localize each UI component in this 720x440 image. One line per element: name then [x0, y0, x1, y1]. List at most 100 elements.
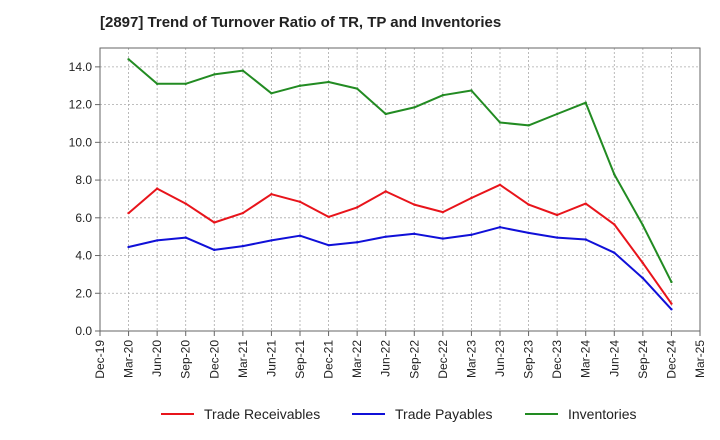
trade-payables-point — [498, 226, 502, 229]
inventories-point — [298, 84, 302, 87]
trade-payables-point — [441, 237, 445, 240]
x-tick-label: Jun-20 — [150, 340, 164, 377]
inventories-point — [384, 112, 387, 116]
x-tick-label: Dec-24 — [664, 340, 678, 379]
x-tick-label: Dec-22 — [436, 340, 450, 379]
x-tick-label: Dec-23 — [550, 340, 564, 379]
inventories-point — [127, 58, 130, 61]
trade-payables-point — [384, 235, 387, 238]
inventories-point — [470, 89, 473, 92]
trade-payables-point — [670, 308, 673, 311]
grid-lines — [100, 48, 700, 331]
plot-area — [99, 47, 701, 332]
y-tick-label: 8.0 — [75, 173, 92, 187]
trade-receivables-point — [213, 221, 216, 224]
x-tick-label: Mar-25 — [693, 340, 707, 378]
trade-payables-point — [213, 248, 216, 252]
trade-receivables-point — [355, 206, 359, 209]
x-tick-label: Mar-24 — [579, 340, 593, 378]
trade-payables-point — [270, 239, 273, 242]
trade-payables-point — [413, 232, 416, 236]
trade-payables-line — [128, 226, 673, 310]
inventories-point — [327, 80, 330, 84]
trade-payables-point — [641, 276, 645, 280]
y-tick-label: 4.0 — [75, 249, 92, 263]
x-tick-label: Dec-20 — [207, 340, 221, 379]
trade-payables-point — [355, 241, 359, 244]
inventories-point — [184, 82, 187, 86]
trade-receivables-point — [413, 203, 416, 206]
chart-title: [2897] Trend of Turnover Ratio of TR, TP… — [100, 14, 502, 31]
trade-receivables-point — [555, 213, 559, 217]
legend-label-trade-receivables: Trade Receivables — [204, 406, 320, 422]
trade-receivables-point — [327, 215, 330, 219]
x-tick-label: Mar-20 — [122, 340, 136, 378]
trade-receivables-point — [270, 193, 273, 196]
inventories-point — [527, 124, 530, 127]
y-tick-label: 14.0 — [69, 60, 93, 74]
legend-label-trade-payables: Trade Payables — [395, 406, 493, 422]
inventories-point — [213, 73, 216, 76]
trade-receivables-point — [527, 203, 530, 206]
x-tick-label: Mar-22 — [350, 340, 364, 378]
trade-receivables-point — [670, 302, 673, 305]
trade-receivables-point — [298, 200, 302, 203]
x-tick-label: Jun-22 — [379, 340, 393, 377]
trade-payables-point — [555, 236, 559, 239]
inventories-point — [613, 173, 616, 176]
trade-receivables-point — [470, 196, 473, 200]
x-tick-label: Mar-21 — [236, 340, 250, 378]
trade-receivables-point — [184, 202, 187, 205]
y-axis: 0.0 2.0 4.0 6.0 8.0 10.0 12.0 14.0 — [69, 60, 100, 338]
y-tick-label: 6.0 — [75, 211, 92, 225]
x-tick-label: Jun-21 — [264, 340, 278, 377]
inventories-line — [127, 58, 673, 283]
x-tick-label: Sep-20 — [179, 340, 193, 379]
trade-receivables-point — [241, 211, 245, 215]
x-tick-label: Sep-21 — [293, 340, 307, 379]
trade-payables-point — [470, 233, 473, 236]
trade-payables-point — [184, 236, 187, 239]
trade-payables-point — [155, 239, 159, 242]
inventories-point — [241, 69, 245, 72]
trade-receivables-point — [641, 261, 645, 265]
inventories-point — [355, 87, 359, 90]
legend: Trade Receivables Trade Payables Inventori… — [161, 406, 636, 422]
trade-receivables-point — [613, 223, 616, 226]
series-lines — [127, 58, 673, 311]
legend-label-inventories: Inventories — [568, 406, 636, 422]
x-tick-label: Sep-24 — [636, 340, 650, 379]
inventories-point — [641, 224, 645, 227]
inventories-point — [498, 121, 502, 124]
trade-receivables-point — [127, 211, 130, 215]
x-tick-label: Jun-24 — [607, 340, 621, 377]
trade-receivables-point — [384, 190, 387, 193]
trade-receivables-point — [498, 183, 502, 186]
trade-receivables-point — [584, 202, 587, 205]
trade-payables-point — [613, 251, 616, 254]
inventories-point — [155, 82, 159, 86]
trade-payables-point — [127, 245, 130, 249]
trade-receivables-line — [127, 183, 673, 305]
x-tick-label: Mar-23 — [464, 340, 478, 378]
x-tick-label: Sep-23 — [522, 340, 536, 379]
trade-payables-point — [584, 238, 587, 241]
trade-payables-point — [327, 243, 330, 247]
inventories-point — [441, 93, 445, 97]
inventories-point — [555, 112, 559, 116]
trade-payables-point — [527, 231, 530, 235]
trade-payables-point — [241, 244, 245, 248]
trade-payables-point — [298, 234, 302, 237]
inventories-point — [670, 280, 673, 284]
inventories-point — [270, 92, 273, 95]
x-tick-label: Dec-21 — [322, 340, 336, 379]
y-tick-label: 12.0 — [69, 98, 93, 112]
trade-receivables-point — [441, 210, 445, 214]
inventories-point — [413, 106, 416, 109]
inventories-point — [584, 101, 587, 104]
trade-receivables-point — [155, 187, 159, 190]
y-tick-label: 10.0 — [69, 135, 93, 149]
x-tick-label: Dec-19 — [93, 340, 107, 379]
y-tick-label: 2.0 — [75, 286, 92, 300]
